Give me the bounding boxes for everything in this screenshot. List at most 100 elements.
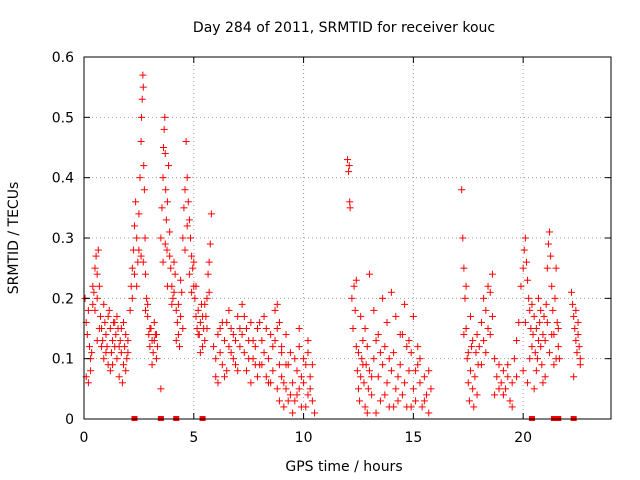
data-point bbox=[541, 337, 549, 345]
data-point bbox=[181, 246, 189, 254]
data-point bbox=[543, 318, 551, 326]
data-point bbox=[542, 300, 550, 308]
data-point bbox=[387, 288, 395, 296]
data-point bbox=[350, 282, 358, 290]
data-point bbox=[183, 174, 191, 182]
data-point bbox=[227, 349, 235, 357]
data-point bbox=[104, 312, 112, 320]
data-point bbox=[271, 337, 279, 345]
data-point bbox=[163, 282, 171, 290]
data-point bbox=[282, 361, 290, 369]
data-point bbox=[570, 312, 578, 320]
x-tick-label: 20 bbox=[514, 430, 532, 446]
data-point bbox=[528, 300, 536, 308]
data-point bbox=[240, 312, 248, 320]
data-point bbox=[405, 337, 413, 345]
data-point bbox=[412, 397, 420, 405]
data-point bbox=[539, 331, 547, 339]
data-point bbox=[236, 343, 244, 351]
data-point bbox=[105, 306, 113, 314]
data-point bbox=[225, 343, 233, 351]
data-point bbox=[304, 391, 312, 399]
data-point bbox=[179, 234, 187, 242]
data-point bbox=[225, 306, 233, 314]
data-point bbox=[461, 294, 469, 302]
data-point bbox=[267, 331, 275, 339]
data-point bbox=[260, 312, 268, 320]
data-point bbox=[418, 403, 426, 411]
data-point bbox=[192, 312, 200, 320]
data-point bbox=[251, 343, 259, 351]
data-point bbox=[528, 343, 536, 351]
data-point bbox=[575, 343, 583, 351]
data-point bbox=[158, 204, 166, 212]
data-point bbox=[159, 174, 167, 182]
data-point bbox=[196, 349, 204, 357]
data-point bbox=[176, 343, 184, 351]
data-point bbox=[247, 318, 255, 326]
data-point bbox=[405, 367, 413, 375]
data-point bbox=[297, 373, 305, 381]
data-point bbox=[374, 373, 382, 381]
data-point bbox=[194, 306, 202, 314]
data-point bbox=[484, 282, 492, 290]
data-point bbox=[360, 379, 368, 387]
data-point bbox=[346, 198, 354, 206]
data-point bbox=[91, 306, 99, 314]
data-point bbox=[383, 318, 391, 326]
data-point bbox=[385, 355, 393, 363]
data-point bbox=[372, 409, 380, 417]
data-point bbox=[416, 379, 424, 387]
data-point bbox=[269, 367, 277, 375]
data-point bbox=[357, 312, 365, 320]
data-point bbox=[144, 300, 152, 308]
data-point bbox=[372, 337, 380, 345]
data-point bbox=[521, 318, 529, 326]
data-point bbox=[179, 325, 187, 332]
data-point bbox=[354, 349, 362, 357]
data-point bbox=[95, 325, 103, 332]
data-point bbox=[190, 258, 198, 266]
data-point bbox=[139, 71, 147, 79]
data-point bbox=[149, 349, 157, 357]
data-point bbox=[468, 343, 476, 351]
data-point bbox=[166, 252, 174, 260]
data-point bbox=[180, 204, 188, 212]
data-point bbox=[131, 270, 139, 278]
data-point bbox=[93, 294, 101, 302]
data-point bbox=[120, 361, 128, 369]
data-point bbox=[273, 300, 281, 308]
data-point bbox=[101, 318, 109, 326]
data-point bbox=[141, 306, 149, 314]
data-point bbox=[150, 337, 158, 345]
data-point bbox=[381, 391, 389, 399]
data-point bbox=[84, 379, 92, 387]
data-point bbox=[569, 300, 577, 308]
data-point bbox=[546, 349, 554, 357]
data-point bbox=[242, 325, 250, 332]
data-point bbox=[392, 385, 400, 393]
data-point bbox=[488, 312, 496, 320]
data-point bbox=[508, 403, 516, 411]
data-point bbox=[106, 367, 114, 375]
data-point bbox=[539, 379, 547, 387]
data-point bbox=[216, 325, 224, 332]
data-point bbox=[295, 325, 303, 332]
data-point bbox=[229, 355, 237, 363]
data-point bbox=[482, 306, 490, 314]
y-tick-label: 0.1 bbox=[52, 352, 74, 368]
data-point bbox=[144, 312, 152, 320]
x-tick-label: 15 bbox=[404, 430, 422, 446]
data-point bbox=[128, 264, 136, 272]
data-point bbox=[462, 282, 470, 290]
data-point bbox=[284, 397, 292, 405]
data-point bbox=[157, 385, 165, 393]
data-point bbox=[159, 258, 167, 266]
data-point bbox=[302, 403, 310, 411]
data-point bbox=[308, 397, 316, 405]
data-point bbox=[218, 318, 226, 326]
data-point bbox=[189, 264, 197, 272]
data-point bbox=[188, 252, 196, 260]
data-point bbox=[113, 355, 121, 363]
data-point bbox=[504, 373, 512, 381]
